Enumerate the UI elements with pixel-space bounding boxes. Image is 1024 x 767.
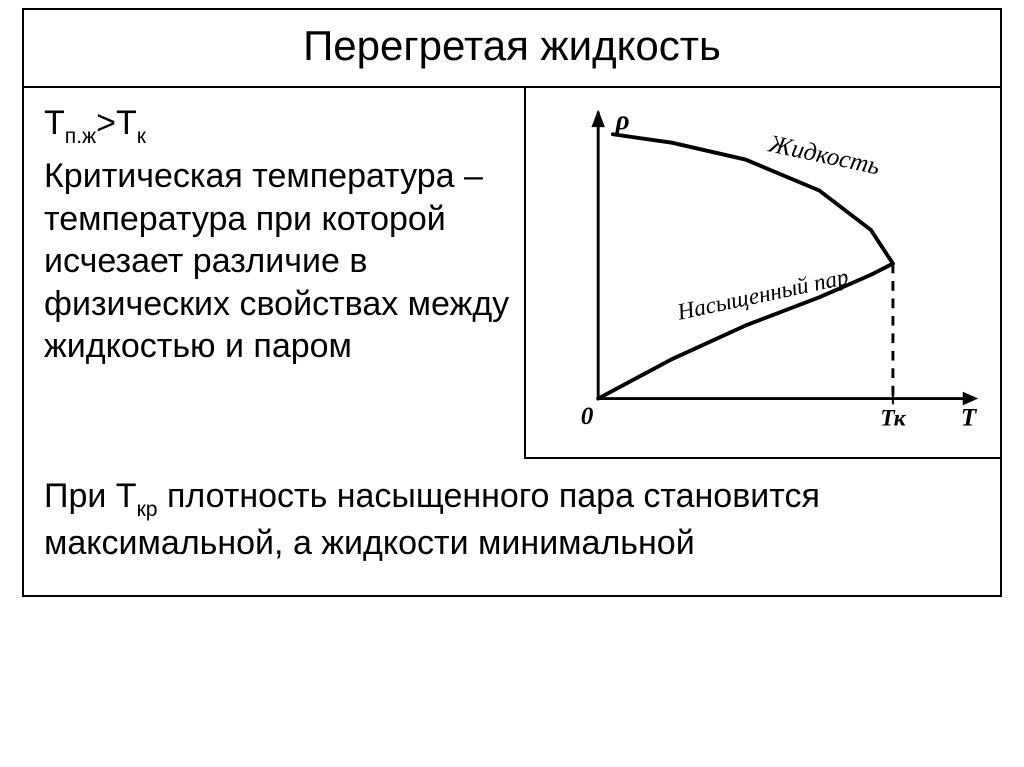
- bottom-text: При Ткр плотность насыщенного пара стано…: [24, 459, 1000, 595]
- formula-T1: Т: [44, 104, 65, 142]
- formula-T2-sub: к: [137, 125, 146, 148]
- svg-text:Т: Т: [961, 405, 978, 432]
- formula-gt: >: [96, 104, 116, 142]
- formula-T1-sub: п.ж: [65, 125, 96, 148]
- definition-text: Критическая температура – температура пр…: [44, 155, 512, 368]
- slide-title: Перегретая жидкость: [303, 22, 721, 69]
- title-cell: Перегретая жидкость: [24, 10, 1000, 88]
- graph-column: ρТ0ТкЖидкостьНасыщенный пар: [524, 88, 1000, 459]
- slide-frame: Перегретая жидкость Тп.ж>Тк Критическая …: [22, 8, 1002, 597]
- bottom-pre: При Т: [44, 477, 137, 515]
- formula-line: Тп.ж>Тк: [44, 102, 512, 149]
- text-column: Тп.ж>Тк Критическая температура – темпер…: [24, 88, 524, 459]
- phase-chart: ρТ0ТкЖидкостьНасыщенный пар: [540, 98, 986, 447]
- body-row: Тп.ж>Тк Критическая температура – темпер…: [24, 88, 1000, 459]
- formula-T2: Т: [116, 104, 137, 142]
- bottom-post: плотность насыщенного пара становится ма…: [44, 477, 820, 562]
- bottom-sub: кр: [137, 498, 158, 521]
- svg-text:0: 0: [581, 403, 594, 430]
- svg-text:ρ: ρ: [615, 105, 630, 135]
- svg-text:Тк: Тк: [880, 406, 906, 432]
